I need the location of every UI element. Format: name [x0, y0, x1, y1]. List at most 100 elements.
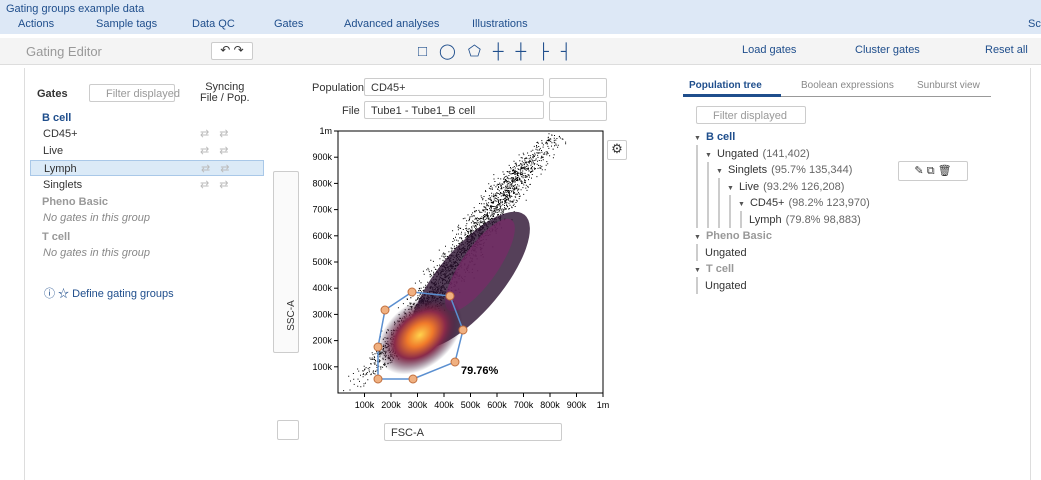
x-tick-label: 700k	[514, 400, 534, 410]
x-axis-select[interactable]: FSC-A	[384, 423, 562, 441]
node-name: Pheno Basic	[705, 230, 772, 242]
file-select[interactable]: Tube1 - Tube1_B cell	[364, 101, 544, 119]
y-tick-label: 1m	[319, 126, 332, 136]
sync-icons: ⇄⇄	[201, 163, 240, 175]
population-label: Population	[312, 82, 364, 94]
file-label: File	[342, 105, 360, 117]
y-tick-label: 200k	[312, 336, 332, 346]
tree-node[interactable]: Ungated	[705, 280, 747, 292]
population-select[interactable]: CD45+	[364, 78, 544, 96]
caret: ▼	[727, 184, 734, 192]
y-tick-label: 300k	[312, 309, 332, 319]
node-name: Ungated	[705, 246, 747, 259]
node-name: Live	[738, 180, 760, 193]
caret: ▼	[694, 234, 701, 241]
undo-redo[interactable]: ↶ ↷	[211, 42, 253, 60]
y-tick-label: 700k	[312, 205, 332, 215]
tree-node[interactable]: ▼ Live (93.2% 126,208)	[727, 181, 844, 193]
tree-line	[740, 211, 742, 228]
tree-node[interactable]: Lymph (79.8% 98,883)	[749, 214, 861, 226]
node-actions[interactable]: ✎ ⧉ 🗑	[898, 161, 968, 181]
menu-item[interactable]: Gates	[274, 18, 304, 30]
syncing: Syncing	[205, 81, 245, 93]
editor-title: Gating Editor	[26, 44, 102, 59]
swap-axes[interactable]	[277, 420, 299, 440]
x-tick-label: 600k	[487, 400, 507, 410]
caret: ▼	[716, 168, 723, 175]
node-name: B cell	[705, 131, 736, 143]
x-tick-label: 100k	[355, 400, 375, 410]
tab-underline	[683, 94, 781, 97]
tab[interactable]: Population tree	[689, 80, 762, 91]
gate-row[interactable]: CD45+ ⇄⇄	[30, 126, 264, 142]
empty-note: No gates in this group	[43, 247, 151, 259]
menu-item[interactable]: Sc	[1028, 18, 1041, 30]
header	[0, 0, 1041, 34]
x-tick-label: 500k	[461, 400, 481, 410]
gate-name: Singlets	[43, 179, 83, 191]
syncing-sub: File / Pop.	[200, 92, 250, 104]
node-name: Singlets	[727, 164, 768, 176]
menu-item[interactable]: Illustrations	[472, 18, 528, 30]
app-title: Gating groups example data	[6, 3, 145, 15]
x-tick-label: 300k	[408, 400, 428, 410]
gate-name: Live	[43, 145, 64, 157]
menu-item[interactable]: Data QC	[192, 18, 235, 30]
caret: ▼	[694, 267, 701, 274]
placeholder: Filter displayed	[713, 110, 787, 122]
tree-node[interactable]: ▼ Ungated (141,402)	[705, 148, 810, 160]
syncing-header: Syncing File / Pop.	[200, 82, 250, 104]
x-tick-label: 1m	[597, 400, 610, 410]
tree-node[interactable]: ▼ Singlets (95.7% 135,344)	[716, 164, 852, 176]
density	[445, 218, 515, 312]
toolbar-action[interactable]: Load gates	[742, 44, 797, 56]
tree-node[interactable]: ▼ B cell	[694, 131, 735, 143]
gate-row[interactable]: Live ⇄⇄	[30, 143, 264, 159]
tab[interactable]: Sunburst view	[917, 80, 980, 91]
tree-filter[interactable]: Filter displayed	[696, 106, 806, 124]
tab[interactable]: Boolean expressions	[801, 80, 894, 91]
y-tick-label: 800k	[312, 178, 332, 188]
x-tick-label: 800k	[540, 400, 560, 410]
group-name[interactable]: Pheno Basic	[42, 196, 109, 208]
define-link[interactable]: Define gating groups	[72, 288, 174, 300]
gates-label: Gates	[37, 88, 68, 100]
border	[1030, 68, 1031, 480]
sync-icons: ⇄⇄	[200, 128, 239, 140]
gate-tools[interactable]: □◯⬠┼┼├┤	[418, 43, 584, 60]
tree-node[interactable]: Ungated	[705, 247, 747, 259]
node-name: CD45+	[749, 197, 785, 209]
group-name[interactable]: B cell	[42, 112, 72, 124]
gate-handles[interactable]	[373, 287, 468, 384]
menu-item[interactable]: Advanced analyses	[344, 18, 440, 30]
toolbar-action[interactable]: Reset all	[985, 44, 1028, 56]
node-stats: (98.2% 123,970)	[788, 197, 870, 209]
menu-item[interactable]: Actions	[18, 18, 55, 30]
menu-item[interactable]: Sample tags	[96, 18, 158, 30]
gate-row[interactable]: Lymph ⇄⇄	[30, 160, 264, 176]
file-nav[interactable]	[549, 101, 607, 121]
define-groups[interactable]: ⓘ ☆ Define gating groups	[44, 288, 174, 300]
x-tick-label: 400k	[434, 400, 454, 410]
tree-node[interactable]: ▼ CD45+ (98.2% 123,970)	[738, 197, 870, 209]
tree-node[interactable]: ▼ Pheno Basic	[694, 230, 772, 242]
toolbar-action[interactable]: Cluster gates	[855, 44, 920, 56]
node-name: Lymph	[749, 213, 782, 226]
tree-node[interactable]: ▼ T cell	[694, 263, 734, 275]
tree-line	[696, 277, 698, 294]
node-stats: (95.7% 135,344)	[771, 164, 853, 176]
settings[interactable]: ⚙	[607, 140, 627, 160]
toolbar	[0, 38, 1041, 65]
y-tick-label: 900k	[312, 152, 332, 162]
group-name[interactable]: T cell	[42, 231, 71, 243]
tree-line	[729, 194, 731, 228]
y-tick-label: 400k	[312, 283, 332, 293]
collapse-tab[interactable]	[273, 171, 299, 353]
tabs: Population tree Boolean expressions Sunbur…	[683, 78, 991, 97]
pop-nav[interactable]	[549, 78, 607, 98]
gate-row[interactable]: Singlets ⇄⇄	[30, 177, 264, 193]
gate-name: CD45+	[43, 128, 78, 140]
filter-input[interactable]: Filter displayed	[89, 84, 180, 102]
